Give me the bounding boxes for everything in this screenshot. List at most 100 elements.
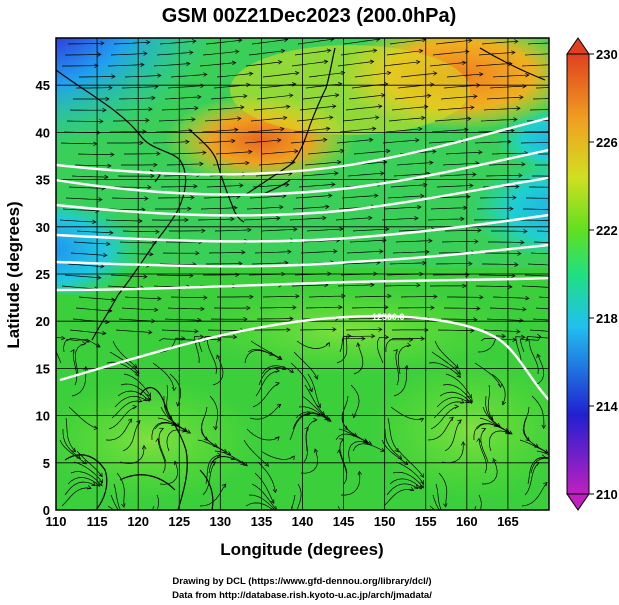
streamline [383,284,421,287]
wind-arrowhead [288,93,294,98]
streamline [481,458,498,485]
wind-arrowhead [325,341,330,347]
wind-arrowhead [507,139,512,144]
streamline [157,438,166,474]
wind-arrowhead [456,370,461,375]
streamline [343,262,381,265]
streamline [532,318,549,321]
streamline [246,206,283,210]
streamline [169,373,182,407]
wind-arrowhead [93,425,99,431]
streamline [383,489,414,507]
wind-arrowhead [139,140,144,146]
streamline [536,450,549,456]
colorbar: 210 214 218 222 226 230 [566,37,618,511]
wind-arrowhead [560,264,564,268]
wind-arrowhead [96,343,101,348]
wind-arrowhead [467,38,473,43]
wind-arrowhead [518,173,523,178]
x-tick-label: 145 [333,514,355,529]
wind-arrowhead [107,163,112,169]
streamline [120,383,152,401]
streamline [297,38,334,45]
wind-arrowhead [221,483,227,488]
wind-arrowhead [378,327,383,332]
streamline [339,128,376,133]
streamline [308,295,346,298]
wind-arrowhead [238,261,243,266]
streamline [337,284,375,287]
wind-arrowhead [338,304,343,310]
streamline [434,340,459,369]
wind-arrowhead [93,141,98,147]
streamline [431,129,468,133]
wind-arrowhead [199,334,205,339]
wind-arrowhead [340,148,345,154]
streamline [68,186,106,189]
streamline [77,153,114,155]
streamline [197,439,231,456]
wind-arrowhead [277,138,282,143]
streamline [210,95,247,100]
streamline [483,107,521,111]
streamline [207,106,244,111]
streamline [115,108,153,111]
streamline [290,139,327,144]
wind-arrowhead [142,129,147,134]
wind-arrowhead [536,353,541,359]
streamline [346,250,384,254]
wind-arrowhead [522,84,527,89]
wind-arrowhead [92,219,97,225]
streamline [67,263,104,267]
streamline [340,471,361,496]
streamline [199,62,236,67]
streamline [533,241,549,243]
streamline [164,96,201,100]
wind-arrowhead [148,106,153,112]
wind-arrowhead [468,398,473,403]
wind-arrowhead [306,411,312,416]
streamline [159,40,196,45]
wind-arrowhead [241,250,246,255]
wind-arrowhead [424,327,429,333]
wind-arrowhead [404,364,409,370]
streamline [522,428,549,454]
streamline [170,73,207,78]
wind-arrowhead [98,472,103,478]
wind-arrowhead [460,399,465,404]
wind-arrowhead [525,296,530,301]
streamline [386,273,424,276]
wind-arrowhead [284,260,289,266]
streamline [167,85,204,89]
wind-arrowhead [417,204,422,210]
streamline [390,406,424,420]
streamline [521,285,549,288]
wind-arrowhead [367,440,373,445]
streamline [110,494,119,510]
wind-arrowhead [433,294,438,299]
streamline [301,395,330,420]
streamline [70,471,103,487]
streamline [439,174,477,177]
streamline [60,142,97,145]
streamline [124,296,162,300]
streamline [203,196,241,199]
streamline [160,185,198,188]
streamline [216,73,253,78]
streamline [65,197,103,200]
streamline [438,472,448,507]
wind-arrowhead [337,159,342,165]
wind-arrowhead [294,149,299,154]
wind-arrowhead [243,93,248,99]
streamline [200,207,238,210]
wind-arrowhead [420,193,425,199]
streamline [474,141,512,144]
wind-arrowhead [326,48,332,53]
streamline [521,482,548,507]
wind-arrowhead [249,294,254,300]
streamline [166,163,204,166]
wind-arrowhead [186,429,192,434]
streamline [492,296,530,299]
streamline [353,150,390,155]
streamline [79,76,116,78]
